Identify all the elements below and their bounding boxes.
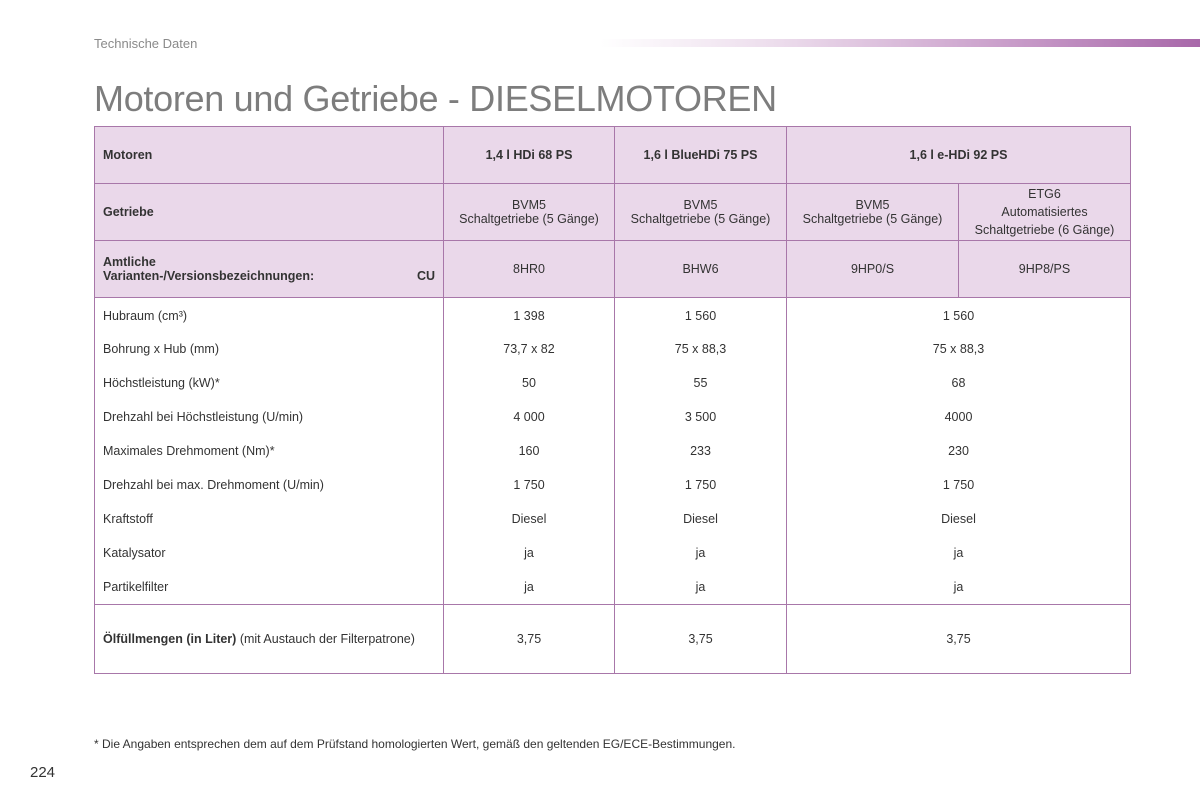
oil-label: Ölfüllmengen (in Liter) (mit Austauch de… <box>94 604 444 674</box>
gearbox-description: Schaltgetriebe (5 Gänge) <box>459 212 599 226</box>
variant-label-line2: Varianten-/Versionsbezeichnungen: <box>103 269 315 283</box>
header-accent-bar <box>600 39 1200 47</box>
cell-value: 3,75 <box>786 604 1131 674</box>
variant-label: Amtliche Varianten-/Versionsbezeichnunge… <box>94 240 444 298</box>
oil-label-bold: Ölfüllmengen (in Liter) <box>103 632 237 646</box>
cell-value: 3,75 <box>443 604 615 674</box>
cell-value: ja <box>614 570 787 605</box>
cell-value: 75 x 88,3 <box>786 332 1131 366</box>
oil-capacity-row: Ölfüllmengen (in Liter) (mit Austauch de… <box>94 604 1131 674</box>
page-number: 224 <box>30 764 56 781</box>
section-label: Technische Daten <box>94 36 198 51</box>
row-label: Katalysator <box>94 536 444 570</box>
cell-value: 75 x 88,3 <box>614 332 787 366</box>
table-row: Katalysator ja ja ja <box>94 536 1131 570</box>
gearbox-code: BVM5 <box>511 198 547 212</box>
cell-value: 1 398 <box>443 297 615 332</box>
gearbox-description: Schaltgetriebe (5 Gänge) <box>630 212 771 226</box>
motor-label: Motoren <box>94 126 444 184</box>
cell-value: ja <box>786 570 1131 605</box>
gearbox-description: Schaltgetriebe (6 Gänge) <box>974 223 1115 237</box>
cell-value: 1 560 <box>614 297 787 332</box>
gearbox-cell-4: ETG6 Automatisiertes Schaltgetriebe (6 G… <box>958 183 1131 241</box>
table-row: Drehzahl bei max. Drehmoment (U/min) 1 7… <box>94 468 1131 502</box>
cell-value: 68 <box>786 366 1131 400</box>
motor-header-row: Motoren 1,4 l HDi 68 PS 1,6 l BlueHDi 75… <box>94 126 1131 184</box>
cell-value: Diesel <box>443 502 615 536</box>
table-row: Bohrung x Hub (mm) 73,7 x 82 75 x 88,3 7… <box>94 332 1131 366</box>
oil-label-rest: (mit Austauch der Filterpatrone) <box>236 632 415 646</box>
gearbox-code: BVM5 <box>855 198 890 212</box>
table-row: Kraftstoff Diesel Diesel Diesel <box>94 502 1131 536</box>
row-label: Maximales Drehmoment (Nm)* <box>94 434 444 468</box>
variant-label-cu: CU <box>416 269 435 283</box>
gearbox-cell-2: BVM5 Schaltgetriebe (5 Gänge) <box>614 183 787 241</box>
table-row: Partikelfilter ja ja ja <box>94 570 1131 605</box>
table-row: Höchstleistung (kW)* 50 55 68 <box>94 366 1131 400</box>
cell-value: 55 <box>614 366 787 400</box>
row-label: Bohrung x Hub (mm) <box>94 332 444 366</box>
row-label: Partikelfilter <box>94 570 444 605</box>
gearbox-description: Schaltgetriebe (5 Gänge) <box>802 212 943 226</box>
variant-row: Amtliche Varianten-/Versionsbezeichnunge… <box>94 240 1131 298</box>
motor-2: 1,6 l BlueHDi 75 PS <box>614 126 787 184</box>
row-label: Hubraum (cm³) <box>94 297 444 332</box>
cell-value: 1 750 <box>786 468 1131 502</box>
motor-1: 1,4 l HDi 68 PS <box>443 126 615 184</box>
variant-2: BHW6 <box>614 240 787 298</box>
cell-value: ja <box>443 570 615 605</box>
row-label: Höchstleistung (kW)* <box>94 366 444 400</box>
variant-3: 9HP0/S <box>786 240 959 298</box>
cell-value: 50 <box>443 366 615 400</box>
cell-value: Diesel <box>786 502 1131 536</box>
motor-3: 1,6 l e-HDi 92 PS <box>786 126 1131 184</box>
cell-value: ja <box>443 536 615 570</box>
row-label: Kraftstoff <box>94 502 444 536</box>
engine-spec-table: Motoren 1,4 l HDi 68 PS 1,6 l BlueHDi 75… <box>94 126 1131 674</box>
variant-4: 9HP8/PS <box>958 240 1131 298</box>
gearbox-code: ETG6 <box>1028 187 1061 201</box>
cell-value: 233 <box>614 434 787 468</box>
cell-value: 4 000 <box>443 400 615 434</box>
cell-value: 1 750 <box>614 468 787 502</box>
cell-value: 1 560 <box>786 297 1131 332</box>
gearbox-code: BVM5 <box>683 198 718 212</box>
cell-value: ja <box>786 536 1131 570</box>
variant-label-line1: Amtliche <box>103 255 156 269</box>
gearbox-label: Getriebe <box>94 183 444 241</box>
cell-value: 73,7 x 82 <box>443 332 615 366</box>
table-row: Maximales Drehmoment (Nm)* 160 233 230 <box>94 434 1131 468</box>
page-title: Motoren und Getriebe - DIESELMOTOREN <box>94 78 777 119</box>
footnote: * Die Angaben entsprechen dem auf dem Pr… <box>94 737 736 751</box>
variant-1: 8HR0 <box>443 240 615 298</box>
row-label: Drehzahl bei Höchstleistung (U/min) <box>94 400 444 434</box>
gearbox-cell-1: BVM5 Schaltgetriebe (5 Gänge) <box>443 183 615 241</box>
table-row: Drehzahl bei Höchstleistung (U/min) 4 00… <box>94 400 1131 434</box>
cell-value: 4000 <box>786 400 1131 434</box>
row-label: Drehzahl bei max. Drehmoment (U/min) <box>94 468 444 502</box>
gearbox-cell-3: BVM5 Schaltgetriebe (5 Gänge) <box>786 183 959 241</box>
cell-value: Diesel <box>614 502 787 536</box>
cell-value: 160 <box>443 434 615 468</box>
gearbox-row: Getriebe BVM5 Schaltgetriebe (5 Gänge) B… <box>94 183 1131 241</box>
cell-value: ja <box>614 536 787 570</box>
cell-value: 3,75 <box>614 604 787 674</box>
gearbox-description: Automatisiertes <box>1001 205 1088 219</box>
cell-value: 1 750 <box>443 468 615 502</box>
cell-value: 3 500 <box>614 400 787 434</box>
cell-value: 230 <box>786 434 1131 468</box>
table-row: Hubraum (cm³) 1 398 1 560 1 560 <box>94 297 1131 332</box>
